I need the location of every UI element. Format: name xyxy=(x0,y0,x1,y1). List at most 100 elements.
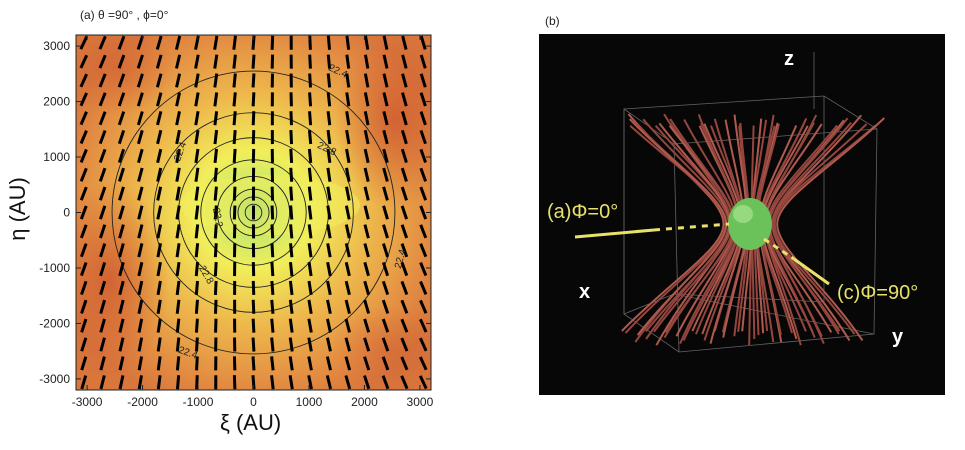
field-lines-render xyxy=(574,52,885,353)
polarization-vector xyxy=(137,318,144,333)
polarization-vector xyxy=(213,167,218,182)
polarization-vector xyxy=(401,73,408,88)
polarization-vector xyxy=(175,356,181,371)
polarization-vector xyxy=(270,318,275,333)
polarization-vector xyxy=(213,111,219,126)
x-tick-label: -3000 xyxy=(72,395,103,409)
polarization-vector xyxy=(80,337,88,352)
polarization-vector xyxy=(99,224,107,239)
y-tick-label: -3000 xyxy=(39,372,70,386)
polarization-vector xyxy=(345,54,351,69)
polarization-vector xyxy=(289,186,294,201)
polarization-vector xyxy=(194,167,200,182)
polarization-vector xyxy=(99,261,107,277)
polarization-vector xyxy=(419,280,428,295)
polarization-vector xyxy=(194,318,199,333)
polarization-vector xyxy=(363,280,371,296)
polarization-vector xyxy=(79,243,88,258)
polarization-vector xyxy=(419,129,427,145)
polarization-vector xyxy=(79,35,89,50)
polarization-vector xyxy=(307,186,313,201)
polarization-vector xyxy=(401,92,408,107)
polarization-vector xyxy=(175,224,181,239)
panel-a-heatmap-plot: 22.422.422.823.222.822.422.4 -3000 -2000-… xyxy=(39,34,434,409)
polarization-vector xyxy=(400,318,409,333)
y-tick-label: 0 xyxy=(63,206,70,220)
polarization-vector xyxy=(156,186,163,201)
polarization-vector xyxy=(382,54,389,69)
polarization-vector xyxy=(156,261,162,277)
polarization-vector xyxy=(175,280,181,296)
polarization-vector xyxy=(175,54,182,69)
polarization-vector xyxy=(118,356,125,371)
polarization-vector xyxy=(344,224,351,239)
axis-label-y: y xyxy=(892,326,904,348)
polarization-vector xyxy=(289,111,293,126)
polarization-vector xyxy=(382,92,389,107)
polarization-vector xyxy=(326,186,332,201)
polarization-vector xyxy=(194,148,200,164)
polarization-vector xyxy=(99,318,106,333)
polarization-vector xyxy=(155,92,163,107)
polarization-vector xyxy=(175,167,181,182)
polarization-vector xyxy=(308,54,312,69)
polarization-vector xyxy=(326,73,332,88)
polarization-vector xyxy=(400,261,409,277)
polarization-vector xyxy=(79,92,88,107)
polarization-vector xyxy=(136,111,144,126)
polarization-vector xyxy=(213,73,219,88)
polarization-vector xyxy=(382,111,389,126)
contour-label: 23.2 xyxy=(210,207,224,229)
polarization-vector xyxy=(419,148,427,164)
polarization-vector xyxy=(251,111,256,126)
polarization-vector xyxy=(325,318,332,333)
polarization-vector xyxy=(307,318,313,333)
x-tick-label: 0 xyxy=(250,395,257,409)
polarization-vector xyxy=(137,356,144,371)
polarization-vector xyxy=(382,35,389,50)
polarization-vector xyxy=(363,148,370,164)
polarization-vector xyxy=(344,186,351,201)
polarization-vector xyxy=(136,129,144,145)
y-tick-label: 2000 xyxy=(43,95,70,109)
polarization-vector xyxy=(345,167,351,182)
polarization-vector xyxy=(79,224,88,239)
polarization-vector xyxy=(307,129,313,145)
polarization-vector xyxy=(381,318,390,333)
polarization-vector xyxy=(214,299,218,314)
polarization-vector xyxy=(307,375,313,390)
polarization-vector xyxy=(307,148,313,164)
polarization-vector xyxy=(400,375,409,390)
polarization-vector xyxy=(79,73,89,88)
polarization-vector xyxy=(117,129,126,145)
polarization-vector xyxy=(308,111,313,126)
polarization-vector xyxy=(195,356,199,371)
polarization-vector xyxy=(289,130,294,145)
polarization-vector xyxy=(363,205,370,220)
field-line xyxy=(772,123,868,335)
polarization-vector xyxy=(98,73,107,88)
polarization-vector xyxy=(79,205,88,220)
polarization-vector xyxy=(175,111,181,126)
polarization-vector xyxy=(326,299,332,314)
polarization-vector xyxy=(270,375,275,390)
x-tick-label: -2000 xyxy=(127,395,158,409)
polarization-vector xyxy=(270,224,275,239)
polarization-vector xyxy=(307,205,313,220)
polarization-vector xyxy=(137,299,144,314)
polarization-vector xyxy=(156,243,162,258)
polarization-vector xyxy=(137,167,144,182)
x-tick-label: 1000 xyxy=(296,395,323,409)
polarization-vector xyxy=(344,318,352,333)
polarization-vector xyxy=(326,35,332,50)
polarization-vector xyxy=(345,111,351,126)
polarization-vector xyxy=(80,261,88,277)
polarization-vector xyxy=(137,205,144,220)
polarization-vector xyxy=(79,54,89,69)
polarization-vector xyxy=(213,243,218,258)
polarization-vector xyxy=(137,375,143,390)
polarization-vector xyxy=(98,186,107,201)
polarization-vector xyxy=(156,148,163,164)
polarization-vector xyxy=(326,129,332,145)
polarization-vector xyxy=(80,356,88,371)
